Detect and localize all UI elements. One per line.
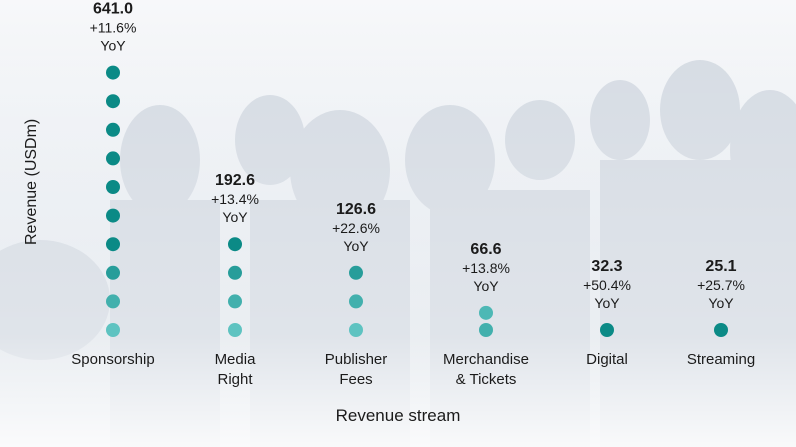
dot-1-1 <box>106 323 120 337</box>
dot-1-2 <box>106 294 120 309</box>
dot-5-1 <box>600 323 614 337</box>
category-label: Merchandise <box>443 351 529 368</box>
x-axis-label: Revenue stream <box>335 406 461 425</box>
dot-1-10 <box>106 65 120 80</box>
yoy-suffix-label: YoY <box>343 238 369 254</box>
category-label: Digital <box>586 351 628 368</box>
yoy-label: +22.6% <box>332 220 380 236</box>
yoy-label: +13.4% <box>211 191 259 207</box>
yoy-label: +13.8% <box>462 260 510 276</box>
value-label: 66.6 <box>470 241 501 258</box>
category-label: Publisher <box>325 351 388 368</box>
value-label: 641.0 <box>93 1 133 18</box>
dot-1-6 <box>106 180 120 194</box>
dot-1-8 <box>106 122 120 137</box>
dot-1-9 <box>106 94 120 109</box>
value-label: 126.6 <box>336 201 376 218</box>
dot-4-2 <box>479 323 493 337</box>
category-label: Media <box>215 351 257 368</box>
dot-2-3 <box>228 265 242 280</box>
dot-1-4 <box>106 237 120 252</box>
yoy-suffix-label: YoY <box>708 295 734 311</box>
yoy-suffix-label: YoY <box>222 209 248 225</box>
yoy-label: +25.7% <box>697 277 745 293</box>
yoy-label: +11.6% <box>90 20 137 36</box>
dot-1-5 <box>106 208 120 223</box>
dot-2-1 <box>228 323 242 337</box>
yoy-suffix-label: YoY <box>594 295 620 311</box>
dot-2-4 <box>228 237 242 252</box>
category-label: Streaming <box>687 351 755 368</box>
dot-4-1 <box>479 305 493 320</box>
dot-2-2 <box>228 294 242 309</box>
value-label: 192.6 <box>215 172 255 189</box>
category-label: Right <box>217 371 253 388</box>
category-label: Fees <box>339 371 372 388</box>
yoy-suffix-label: YoY <box>473 278 499 294</box>
dot-1-3 <box>106 265 120 280</box>
category-label: & Tickets <box>456 371 517 388</box>
y-axis-label: Revenue (USDm) <box>23 118 40 245</box>
dot-3-2 <box>349 294 363 309</box>
yoy-suffix-label: YoY <box>100 38 126 54</box>
value-label: 25.1 <box>705 258 736 275</box>
dot-3-3 <box>349 265 363 280</box>
dot-6-1 <box>714 323 728 337</box>
category-label: Sponsorship <box>71 351 154 368</box>
dot-1-7 <box>106 151 120 166</box>
dot-3-1 <box>349 323 363 337</box>
yoy-label: +50.4% <box>583 277 631 293</box>
value-label: 32.3 <box>591 258 622 275</box>
